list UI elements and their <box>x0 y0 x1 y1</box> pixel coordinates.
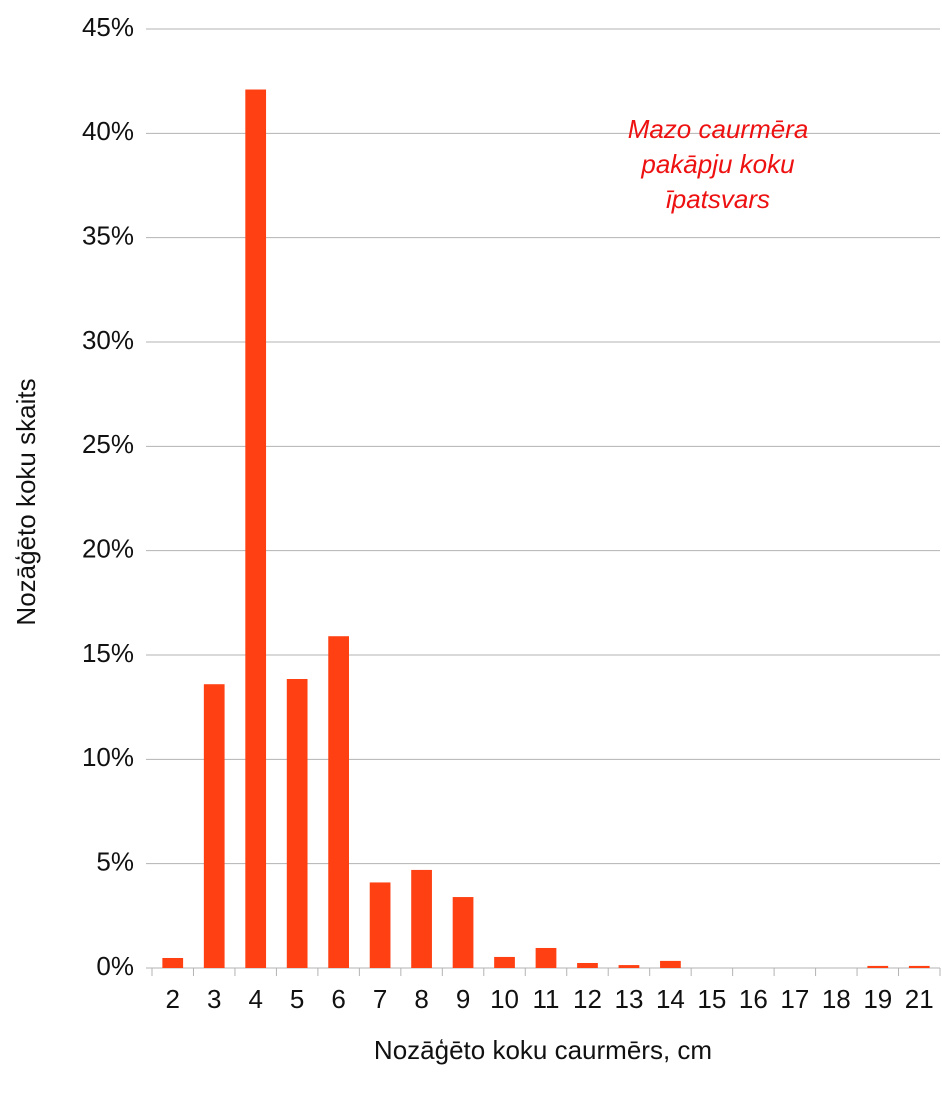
y-tick-label: 15% <box>82 638 134 668</box>
x-tick-label: 7 <box>373 984 387 1014</box>
bar <box>577 962 598 968</box>
y-tick-label: 35% <box>82 221 134 251</box>
x-tick-label: 21 <box>905 984 934 1014</box>
x-tick-label: 10 <box>490 984 519 1014</box>
y-tick-label: 20% <box>82 534 134 564</box>
x-tick-label: 2 <box>166 984 180 1014</box>
bar <box>452 897 474 968</box>
bar <box>369 882 391 968</box>
annotation: pakāpju koku <box>640 149 794 179</box>
bar <box>908 965 930 968</box>
y-axis-label: Nozāģēto koku skaits <box>11 378 41 625</box>
x-tick-label: 17 <box>780 984 809 1014</box>
x-tick-label: 15 <box>697 984 726 1014</box>
bar <box>328 636 349 968</box>
bar <box>203 684 225 968</box>
x-tick-label: 16 <box>739 984 768 1014</box>
x-tick-label: 3 <box>207 984 221 1014</box>
annotation: Mazo caurmēra <box>628 114 809 144</box>
bar <box>494 956 515 968</box>
annotation: īpatsvars <box>666 184 770 214</box>
bar <box>660 960 681 968</box>
x-axis-label: Nozāģēto koku caurmērs, cm <box>374 1035 712 1065</box>
x-tick-label: 8 <box>414 984 428 1014</box>
x-tick-label: 4 <box>248 984 262 1014</box>
bar <box>535 947 557 968</box>
x-tick-label: 12 <box>573 984 602 1014</box>
y-tick-label: 25% <box>82 429 134 459</box>
x-tick-label: 18 <box>822 984 851 1014</box>
y-tick-label: 30% <box>82 325 134 355</box>
bar <box>162 957 184 968</box>
y-tick-label: 40% <box>82 116 134 146</box>
x-tick-label: 13 <box>614 984 643 1014</box>
y-tick-label: 0% <box>96 951 134 981</box>
bar <box>286 678 308 968</box>
y-tick-label: 5% <box>96 847 134 877</box>
x-tick-label: 5 <box>290 984 304 1014</box>
x-tick-label: 9 <box>456 984 470 1014</box>
bar <box>245 89 267 969</box>
y-tick-label: 10% <box>82 742 134 772</box>
bar <box>618 965 640 968</box>
x-tick-label: 11 <box>533 984 560 1014</box>
y-tick-label: 45% <box>82 12 134 42</box>
x-tick-label: 14 <box>656 984 685 1014</box>
x-tick-label: 6 <box>331 984 345 1014</box>
bar <box>411 869 432 968</box>
x-tick-label: 19 <box>863 984 892 1014</box>
bar <box>867 965 889 968</box>
